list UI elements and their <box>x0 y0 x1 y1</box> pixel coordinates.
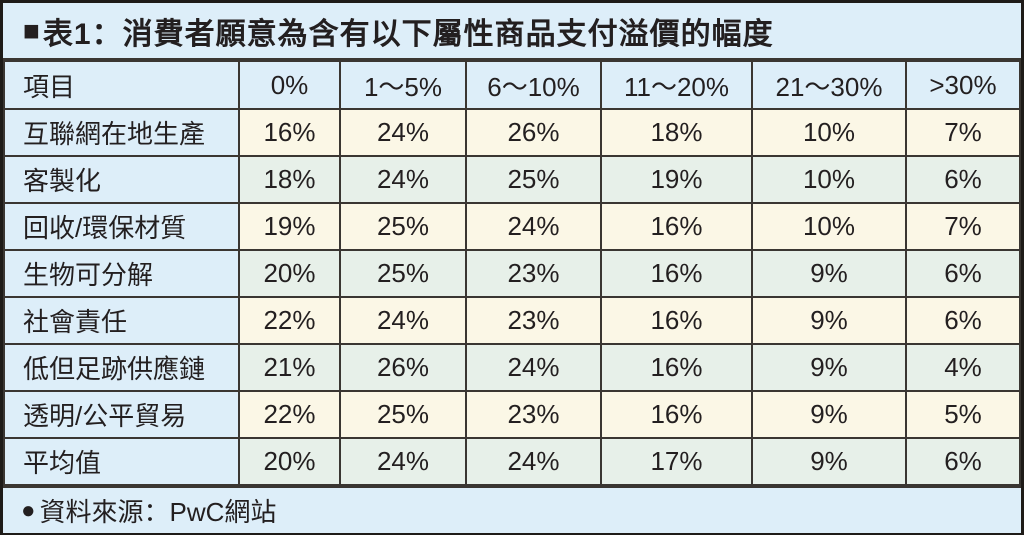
column-header-6-10pct: 6～10% <box>465 60 602 110</box>
table-row: 生物可分解 20% 25% 23% 16% 9% 6% <box>3 249 1021 298</box>
value-cell: 6% <box>905 296 1021 345</box>
value-cell: 24% <box>339 155 467 204</box>
value-cell: 23% <box>465 390 602 439</box>
value-cell: 16% <box>600 296 753 345</box>
column-header-0pct: 0% <box>238 60 341 110</box>
value-cell: 24% <box>339 108 467 157</box>
value-cell: 25% <box>465 155 602 204</box>
value-cell: 9% <box>751 437 907 486</box>
row-label: 回收/環保材質 <box>3 202 240 251</box>
value-cell: 6% <box>905 249 1021 298</box>
table-title-bar: ■ 表1：消費者願意為含有以下屬性商品支付溢價的幅度 <box>3 3 1021 60</box>
value-cell: 24% <box>339 437 467 486</box>
value-cell: 9% <box>751 390 907 439</box>
table-row: 回收/環保材質 19% 25% 24% 16% 10% 7% <box>3 202 1021 251</box>
header-row: 項目 0% 1～5% 6～10% 11～20% 21～30% >30% <box>3 60 1021 110</box>
value-cell: 25% <box>339 249 467 298</box>
value-cell: 23% <box>465 249 602 298</box>
table-row: 平均值 20% 24% 24% 17% 9% 6% <box>3 437 1021 486</box>
table-row: 社會責任 22% 24% 23% 16% 9% 6% <box>3 296 1021 345</box>
value-cell: 25% <box>339 202 467 251</box>
value-cell: 9% <box>751 296 907 345</box>
value-cell: 6% <box>905 155 1021 204</box>
value-cell: 24% <box>465 437 602 486</box>
value-cell: 16% <box>600 249 753 298</box>
value-cell: 16% <box>600 202 753 251</box>
value-cell: 7% <box>905 108 1021 157</box>
value-cell: 10% <box>751 202 907 251</box>
circle-bullet-icon: ● <box>21 496 36 524</box>
value-cell: 16% <box>238 108 341 157</box>
value-cell: 26% <box>465 108 602 157</box>
table-row: 透明/公平貿易 22% 25% 23% 16% 9% 5% <box>3 390 1021 439</box>
value-cell: 18% <box>600 108 753 157</box>
value-cell: 20% <box>238 249 341 298</box>
value-cell: 22% <box>238 390 341 439</box>
row-label: 生物可分解 <box>3 249 240 298</box>
column-header-over30pct: >30% <box>905 60 1021 110</box>
row-label: 客製化 <box>3 155 240 204</box>
value-cell: 16% <box>600 343 753 392</box>
value-cell: 9% <box>751 343 907 392</box>
value-cell: 21% <box>238 343 341 392</box>
table-row: 客製化 18% 24% 25% 19% 10% 6% <box>3 155 1021 204</box>
value-cell: 18% <box>238 155 341 204</box>
column-header-item: 項目 <box>3 60 240 110</box>
square-bullet-icon: ■ <box>23 14 41 46</box>
column-header-21-30pct: 21～30% <box>751 60 907 110</box>
value-cell: 6% <box>905 437 1021 486</box>
value-cell: 5% <box>905 390 1021 439</box>
table-title: 表1：消費者願意為含有以下屬性商品支付溢價的幅度 <box>42 17 774 51</box>
value-cell: 23% <box>465 296 602 345</box>
row-label: 社會責任 <box>3 296 240 345</box>
source-bar: ● 資料來源：PwC網站 <box>3 486 1021 533</box>
table-row: 互聯網在地生產 16% 24% 26% 18% 10% 7% <box>3 108 1021 157</box>
value-cell: 24% <box>465 343 602 392</box>
value-cell: 4% <box>905 343 1021 392</box>
value-cell: 26% <box>339 343 467 392</box>
table-row: 低但足跡供應鏈 21% 26% 24% 16% 9% 4% <box>3 343 1021 392</box>
value-cell: 10% <box>751 155 907 204</box>
value-cell: 22% <box>238 296 341 345</box>
value-cell: 17% <box>600 437 753 486</box>
value-cell: 19% <box>600 155 753 204</box>
value-cell: 25% <box>339 390 467 439</box>
row-label: 互聯網在地生產 <box>3 108 240 157</box>
column-header-1-5pct: 1～5% <box>339 60 467 110</box>
value-cell: 24% <box>465 202 602 251</box>
row-label: 透明/公平貿易 <box>3 390 240 439</box>
row-label: 平均值 <box>3 437 240 486</box>
value-cell: 10% <box>751 108 907 157</box>
column-header-11-20pct: 11～20% <box>600 60 753 110</box>
row-label: 低但足跡供應鏈 <box>3 343 240 392</box>
premium-table: 項目 0% 1～5% 6～10% 11～20% 21～30% >30% 互聯網在… <box>3 60 1021 486</box>
value-cell: 24% <box>339 296 467 345</box>
value-cell: 20% <box>238 437 341 486</box>
source-text: 資料來源：PwC網站 <box>39 497 277 527</box>
value-cell: 16% <box>600 390 753 439</box>
value-cell: 9% <box>751 249 907 298</box>
value-cell: 19% <box>238 202 341 251</box>
value-cell: 7% <box>905 202 1021 251</box>
